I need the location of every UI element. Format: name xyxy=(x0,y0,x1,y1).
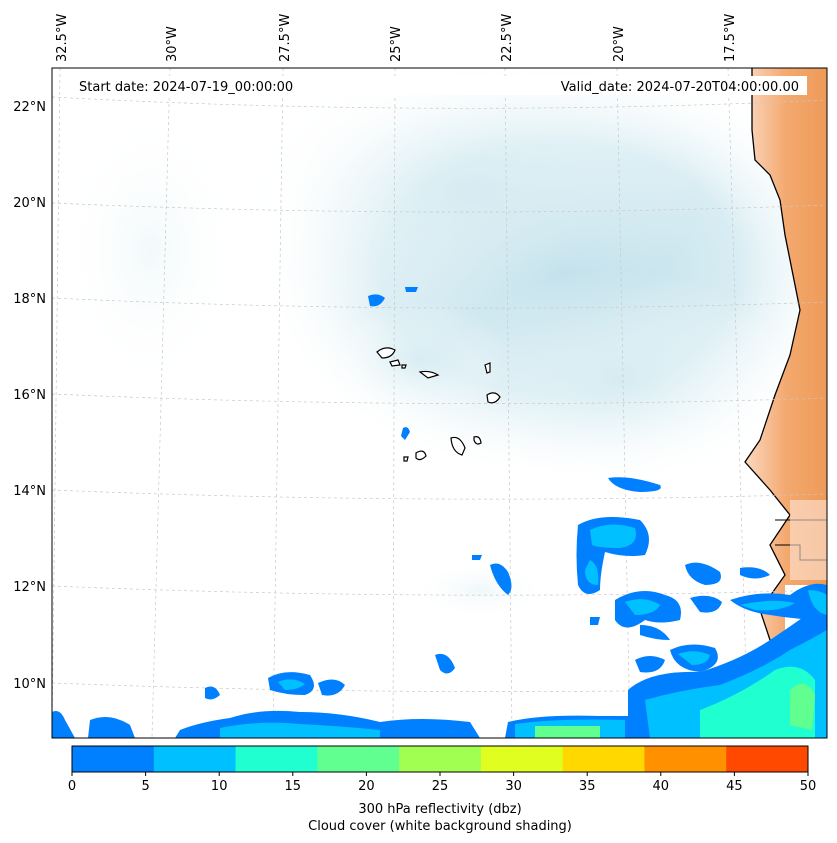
lat-label: 14°N xyxy=(13,484,46,499)
lon-label: 27.5°W xyxy=(278,14,293,62)
reflectivity-cells xyxy=(52,287,827,738)
longitude-labels: 32.5°W 30°W 27.5°W 25°W 22.5°W 20°W 17.5… xyxy=(55,14,738,62)
lon-label: 30°W xyxy=(165,26,180,62)
colorbar-tick-label: 20 xyxy=(358,779,375,794)
colorbar-tick-label: 40 xyxy=(653,779,670,794)
africa-coastline xyxy=(744,68,801,656)
valid-date-label: Valid_date: 2024-07-20T04:00:00.00 xyxy=(561,80,799,95)
cloud-cover-shading xyxy=(60,68,827,620)
colorbar-swatch xyxy=(235,746,318,772)
lon-label: 17.5°W xyxy=(723,14,738,62)
colorbar-swatch xyxy=(153,746,237,772)
colorbar-label: 300 hPa reflectivity (dbz) xyxy=(358,802,521,817)
lat-label: 20°N xyxy=(13,196,46,211)
map-frame xyxy=(51,67,828,739)
lat-label: 22°N xyxy=(13,100,46,115)
colorbar-sublabel: Cloud cover (white background shading) xyxy=(308,819,572,834)
lat-label: 10°N xyxy=(13,677,46,692)
lat-label: 16°N xyxy=(13,388,46,403)
colorbar-tick-label: 45 xyxy=(726,779,743,794)
colorbar-swatch xyxy=(480,746,564,772)
colorbar-tick-label: 25 xyxy=(432,779,449,794)
lon-label: 20°W xyxy=(612,26,627,62)
colorbar-swatch xyxy=(644,746,727,772)
colorbar-swatch xyxy=(399,746,482,772)
colorbar-swatch xyxy=(317,746,400,772)
start-date-label: Start date: 2024-07-19_00:00:00 xyxy=(79,80,293,95)
lat-label: 12°N xyxy=(13,580,46,595)
colorbar-tick-label: 10 xyxy=(211,779,228,794)
lon-label: 32.5°W xyxy=(55,14,70,62)
lon-label: 22.5°W xyxy=(500,14,515,62)
lat-label: 18°N xyxy=(13,292,46,307)
colorbar-tick-label: 5 xyxy=(141,779,149,794)
colorbar-swatch xyxy=(562,746,645,772)
colorbar-tick-label: 50 xyxy=(800,779,817,794)
cape-verde-islands xyxy=(376,347,501,462)
colorbar-tick-label: 30 xyxy=(505,779,522,794)
colorbar-swatch xyxy=(72,746,155,772)
lon-label: 25°W xyxy=(389,26,404,62)
colorbar: 0 5 10 15 20 25 30 35 40 45 50 xyxy=(68,745,817,794)
colorbar-swatch xyxy=(726,746,809,772)
colorbar-tick-label: 0 xyxy=(68,779,76,794)
latitude-labels: 22°N 20°N 18°N 16°N 14°N 12°N 10°N xyxy=(13,100,46,692)
colorbar-tick-label: 15 xyxy=(285,779,302,794)
colorbar-tick-label: 35 xyxy=(579,779,596,794)
info-bar xyxy=(72,76,807,95)
